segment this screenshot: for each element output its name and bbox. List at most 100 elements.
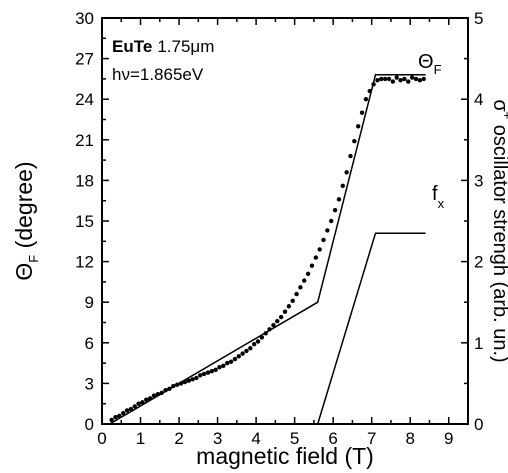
- y-tick-label: 15: [75, 212, 94, 231]
- y-axis-title-subscript: F: [26, 255, 41, 263]
- data-point: [136, 401, 141, 406]
- data-point: [232, 356, 238, 362]
- data-point: [329, 218, 334, 224]
- y2-tick-labels: 0 1 2 3 4 5: [474, 9, 483, 434]
- data-point: [309, 263, 315, 268]
- data-point: [386, 76, 392, 82]
- y-tick-label: 21: [75, 131, 94, 150]
- data-point: [340, 183, 345, 189]
- y-axis-title-symbol: Θ: [11, 263, 37, 281]
- data-point: [421, 76, 426, 82]
- data-point: [186, 378, 191, 383]
- x-tick-label: 9: [444, 429, 453, 448]
- data-point: [190, 377, 195, 382]
- data-point: [271, 323, 276, 328]
- x-tick-label: 5: [290, 429, 299, 448]
- data-point: [217, 364, 222, 370]
- plot-series: [109, 74, 426, 425]
- annotation-material: EuTe: [112, 37, 152, 56]
- y-axis-title: ΘF (degree): [11, 161, 41, 280]
- data-point: [124, 408, 130, 413]
- data-point: [413, 76, 419, 82]
- data-point: [325, 228, 330, 233]
- data-point: [294, 291, 299, 297]
- series-label-fx: fx: [432, 183, 445, 211]
- data-point: [406, 79, 411, 84]
- data-point: [321, 237, 326, 243]
- data-point: [348, 153, 353, 159]
- data-point: [394, 75, 399, 80]
- data-point: [305, 271, 311, 276]
- x-tick-label: 0: [97, 429, 106, 448]
- series-line-faraday-fit: [109, 74, 426, 425]
- y-tick-label: 18: [75, 171, 94, 190]
- y2-tick-label: 2: [474, 253, 483, 272]
- data-point: [194, 375, 199, 381]
- y2-tick-label: 5: [474, 9, 483, 28]
- y-tick-label: 3: [85, 374, 94, 393]
- data-point: [344, 170, 349, 175]
- data-point: [382, 76, 388, 82]
- data-point: [221, 363, 226, 369]
- series-label-f-subscript: x: [438, 196, 445, 211]
- x-tick-label: 4: [251, 429, 260, 448]
- y-tick-label: 0: [85, 415, 94, 434]
- data-point: [375, 78, 380, 83]
- data-point: [302, 278, 307, 283]
- x-tick-label: 8: [405, 429, 414, 448]
- data-point: [379, 76, 384, 82]
- data-point: [286, 304, 292, 309]
- x-tick-labels: 0 1 2 3 4 5 6 7 8 9: [97, 429, 453, 448]
- data-point: [240, 351, 245, 356]
- series-label-theta: ΘF: [418, 51, 442, 77]
- data-point: [251, 341, 257, 347]
- annotation-thickness: 1.75μm: [157, 37, 214, 56]
- series-label-f-symbol: f: [432, 183, 438, 205]
- y2-tick-label: 4: [474, 90, 483, 109]
- x-tick-label: 7: [367, 429, 376, 448]
- x-tick-label: 2: [174, 429, 183, 448]
- data-point: [390, 79, 396, 84]
- data-point: [213, 367, 218, 373]
- data-point: [144, 397, 149, 402]
- data-point: [352, 138, 357, 144]
- data-point: [132, 404, 137, 409]
- data-point: [209, 369, 214, 374]
- data-point: [236, 354, 241, 359]
- y2-axis-title: σ+ oscillator strengh (arb. un.): [489, 99, 508, 362]
- x-tick-label: 1: [136, 429, 145, 448]
- data-point: [409, 75, 415, 80]
- data-point: [363, 97, 369, 102]
- data-point: [275, 318, 280, 324]
- plot-frame: [101, 17, 469, 425]
- x-tick-label: 6: [328, 429, 337, 448]
- data-point: [313, 255, 319, 260]
- data-point: [332, 207, 338, 213]
- data-point: [282, 309, 288, 314]
- data-point: [278, 314, 284, 320]
- series-line-oscillator-strength: [316, 232, 426, 425]
- data-point: [109, 417, 114, 423]
- data-point: [356, 124, 361, 129]
- y2-tick-label: 0: [474, 415, 483, 434]
- y-tick-labels: 0 3 6 9 12 15 18 21 24 27 30: [75, 9, 94, 434]
- data-point: [248, 346, 253, 351]
- data-point: [244, 348, 249, 354]
- y2-axis-title-superscript: +: [500, 112, 508, 120]
- series-label-theta-symbol: Θ: [418, 51, 434, 73]
- y-tick-label: 12: [75, 253, 94, 272]
- data-point: [120, 410, 126, 416]
- y2-axis-title-rest: oscillator strengh (arb. un.): [489, 119, 508, 362]
- data-point: [113, 415, 118, 420]
- data-point: [198, 373, 203, 378]
- y2-tick-label: 3: [474, 171, 483, 190]
- series-label-theta-subscript: F: [434, 62, 442, 77]
- y2-tick-label: 1: [474, 334, 483, 353]
- annotation-photon-energy: hν=1.865eV: [112, 65, 204, 84]
- x-tick-label: 3: [213, 429, 222, 448]
- data-point: [298, 285, 303, 290]
- y2-axis-title-sigma: σ: [489, 99, 508, 112]
- x-axis-title: magnetic field (T): [196, 443, 374, 469]
- data-point: [417, 78, 423, 83]
